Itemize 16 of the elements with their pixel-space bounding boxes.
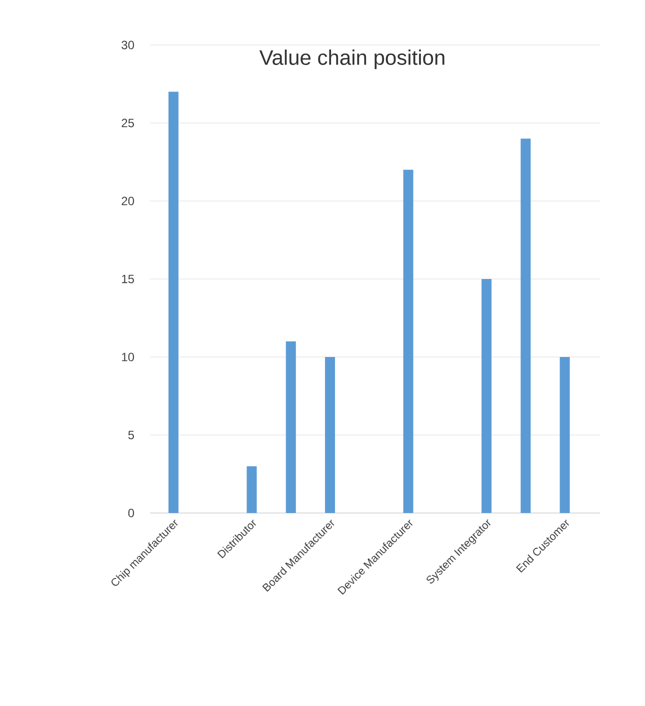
y-tick-label: 20	[122, 196, 134, 206]
bar	[286, 341, 296, 513]
bar	[403, 170, 414, 513]
bar	[560, 356, 570, 513]
y-tick-label: 15	[122, 274, 134, 284]
bar	[520, 138, 531, 513]
y-tick-label: 5	[128, 430, 134, 440]
y-tick-label: 25	[122, 118, 134, 128]
y-tick-label: 10	[122, 352, 134, 362]
y-tick-label: 0	[128, 508, 134, 518]
chart-title: Value chain position	[259, 50, 444, 70]
bar	[168, 92, 178, 513]
y-tick-label: 30	[122, 40, 134, 50]
bar	[482, 278, 492, 513]
bar	[246, 466, 257, 513]
bar	[325, 356, 336, 513]
